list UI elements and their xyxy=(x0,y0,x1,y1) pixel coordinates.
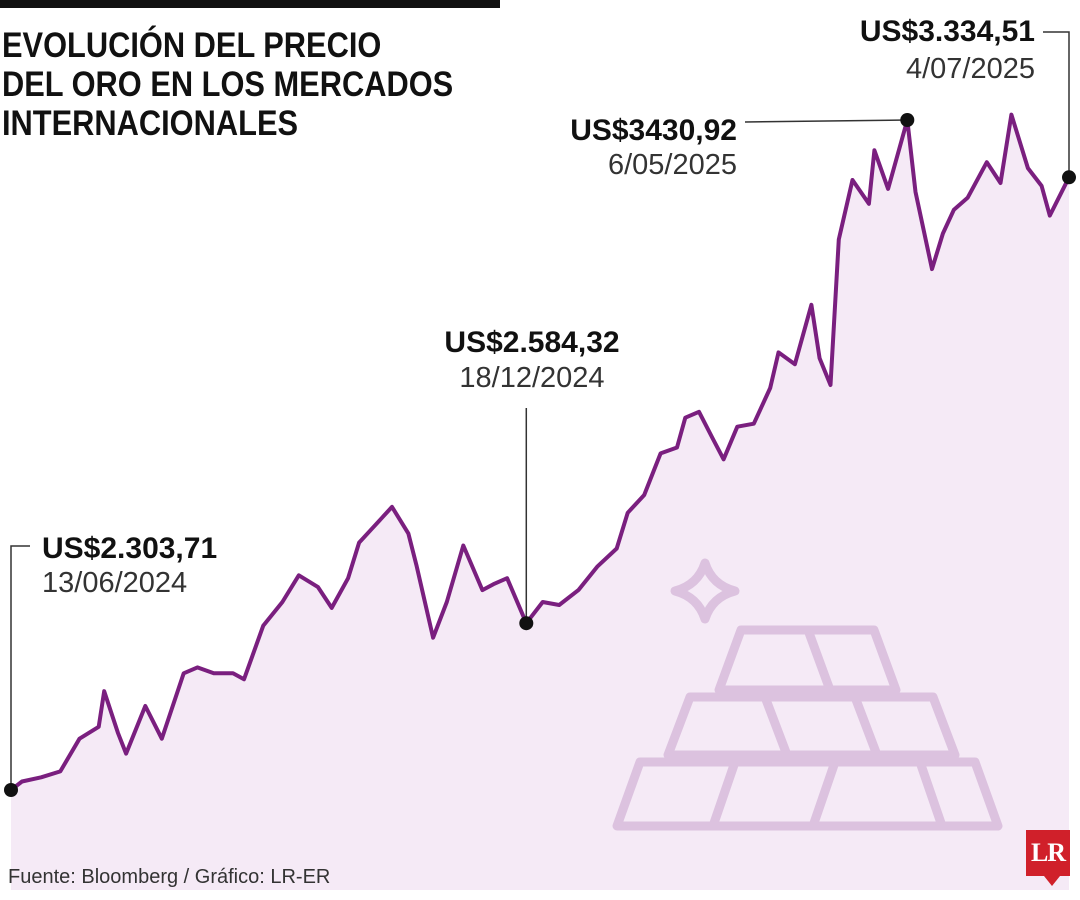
annotation-value-label: US$3430,92 xyxy=(570,114,737,147)
chart-title-line-1: EVOLUCIÓN DEL PRECIO xyxy=(2,26,382,65)
annotation-marker xyxy=(900,113,915,127)
gold-bar xyxy=(663,692,960,760)
annotation-marker xyxy=(519,616,534,631)
lr-logo: LR xyxy=(1026,830,1070,886)
annotation-date-label: 18/12/2024 xyxy=(459,362,604,394)
annotation-value-label: US$2.584,32 xyxy=(444,326,619,359)
top-rule xyxy=(0,0,500,8)
gold-bar-divider xyxy=(708,760,947,828)
gold-bar-divider xyxy=(803,628,835,692)
price-area-fill xyxy=(11,114,1069,891)
gold-bar xyxy=(612,757,1003,831)
annotation-date-label: 4/07/2025 xyxy=(906,53,1035,85)
gold-bars-icon xyxy=(612,558,1003,831)
annotation-value-label: US$3.334,51 xyxy=(860,15,1035,48)
sparkle-icon xyxy=(670,558,740,624)
gold-bar xyxy=(714,625,901,695)
annotation-leader-line xyxy=(744,119,908,123)
annotation-leader-line xyxy=(1043,31,1070,178)
annotation-date-label: 6/05/2025 xyxy=(608,149,737,181)
chart-title-line-2: DEL ORO EN LOS MERCADOS xyxy=(2,65,454,104)
annotation-marker xyxy=(4,783,18,797)
annotation-date-label: 13/06/2024 xyxy=(42,567,187,599)
gold-bar-divider xyxy=(760,695,882,757)
annotation-value-label: US$2.303,71 xyxy=(42,532,217,565)
annotation-marker xyxy=(1062,170,1076,185)
chart-title: EVOLUCIÓN DEL PRECIO DEL ORO EN LOS MERC… xyxy=(2,26,460,143)
chart-title-line-3: INTERNACIONALES xyxy=(2,104,299,143)
source-note: Fuente: Bloomberg / Gráfico: LR-ER xyxy=(8,866,331,888)
annotation-leader-line xyxy=(10,545,30,790)
